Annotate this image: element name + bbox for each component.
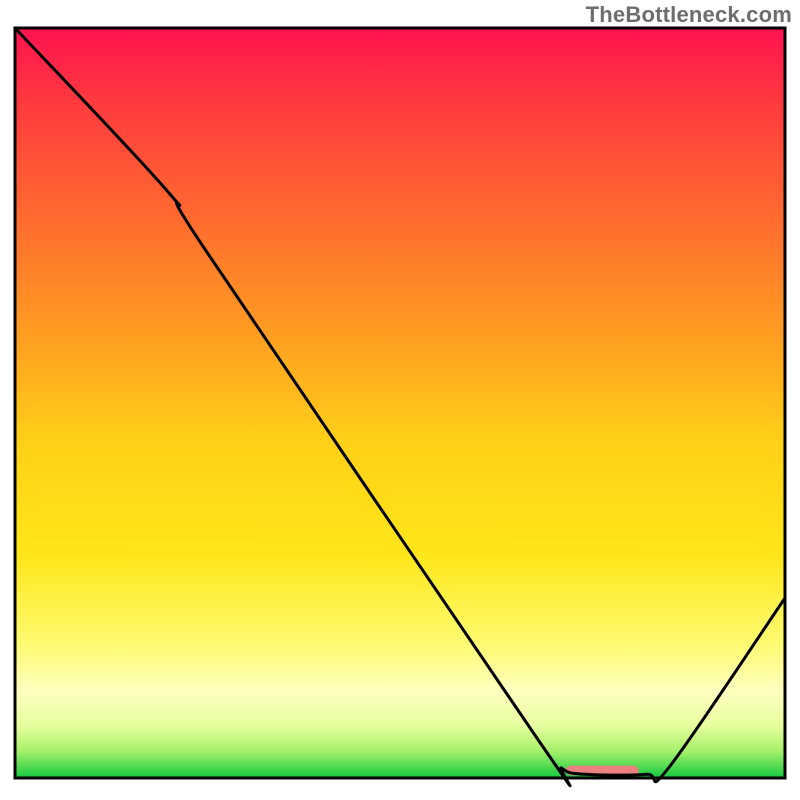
bottleneck-chart: TheBottleneck.com <box>0 0 800 800</box>
chart-background <box>15 28 785 778</box>
chart-svg <box>0 0 800 800</box>
watermark-text: TheBottleneck.com <box>586 2 792 28</box>
